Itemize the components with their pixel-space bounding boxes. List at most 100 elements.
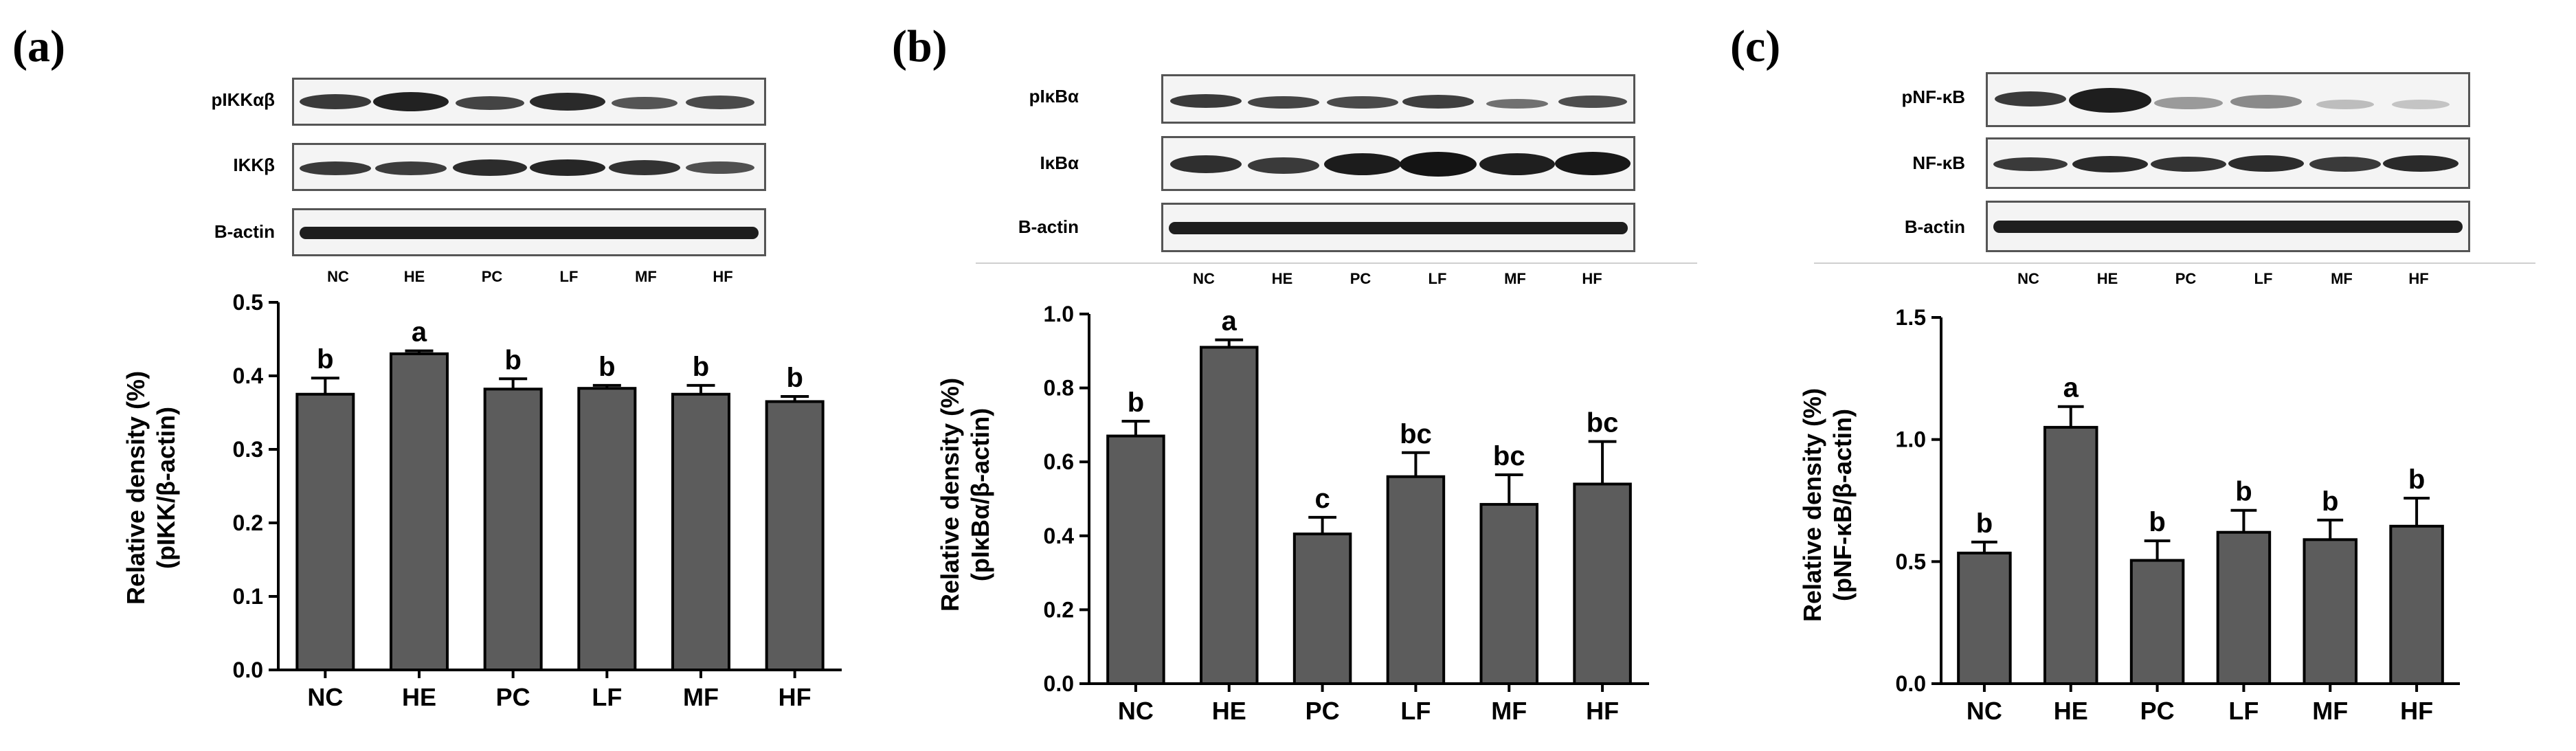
western-blot-band-row <box>1986 137 2470 189</box>
blot-bands <box>1993 155 2459 172</box>
blot-row-label: IκBα <box>1040 153 1079 173</box>
western-blot-band-row <box>1161 74 1635 124</box>
y-axis-label: Relative density (%) (pIKK/β-actin) <box>122 371 180 605</box>
bar-chart: 0.0 0.2 0.4 0.6 0.8 1.0 b NC a HE c PC bc LF bc MF bc HF R… <box>936 302 1649 725</box>
bar-chart: 0.0 0.1 0.2 0.3 0.4 0.5 b NC a HE b PC b LF b MF b HF Rela… <box>122 290 842 711</box>
significance-letter: b <box>598 352 615 382</box>
y-axis-label-line: (pIKK/β-actin) <box>152 407 180 569</box>
lane-label: PC <box>1349 270 1371 287</box>
significance-letter: c <box>1314 484 1330 514</box>
x-tick-label: HE <box>2054 697 2088 725</box>
significance-letter: b <box>317 344 333 374</box>
lane-label: HE <box>403 268 425 285</box>
x-tick-label: MF <box>2312 697 2348 725</box>
panel-a: (a) pIKKαβ IKKβ B-actin NC HE PC LF MF H <box>0 0 859 751</box>
bar <box>2389 524 2444 685</box>
significance-letter: b <box>786 363 803 393</box>
lane-label: MF <box>635 268 657 285</box>
blot-row-label: pIKKαβ <box>211 89 275 110</box>
lane-label: HE <box>2096 270 2118 287</box>
bar <box>2216 530 2272 686</box>
significance-letter: b <box>2408 464 2425 495</box>
lane-label: HF <box>2408 270 2429 287</box>
bar <box>1292 533 1352 685</box>
y-axis-label-line: Relative density (%) <box>122 371 150 605</box>
y-axis-label-line: (pIκBα/β-actin) <box>966 408 994 581</box>
y-tick-label: 0.2 <box>1044 597 1074 622</box>
significance-letter: bc <box>1400 419 1432 449</box>
y-tick-label: 0.0 <box>1896 671 1926 696</box>
y-tick-label: 0.6 <box>1044 449 1074 474</box>
y-tick-label: 0.5 <box>1896 549 1926 574</box>
y-tick-label: 0.2 <box>233 511 263 535</box>
y-tick-label: 0.5 <box>233 290 263 315</box>
x-tick-label: MF <box>683 683 719 711</box>
blot-bands <box>300 159 754 176</box>
y-tick-label: 0.0 <box>1044 671 1074 696</box>
significance-letter: b <box>1976 508 1993 539</box>
x-tick-label: HF <box>779 683 811 711</box>
blot-row-label: B-actin <box>214 221 275 242</box>
lane-label: NC <box>1193 270 1215 287</box>
significance-letter: a <box>2063 373 2079 403</box>
y-axis-label-line: Relative density (%) <box>1798 388 1826 622</box>
bar-chart: 0.0 0.5 1.0 1.5 b NC a HE b PC b LF b MF b HF Relative d… <box>1798 305 2460 725</box>
y-axis-label-line: Relative density (%) <box>936 378 964 612</box>
blot-row-label: B-actin <box>1904 216 1965 237</box>
significance-letter: b <box>2322 486 2338 517</box>
lane-label: LF <box>559 268 579 285</box>
western-blot-band-row <box>1161 136 1635 191</box>
x-tick-label: HF <box>2400 697 2433 725</box>
y-axis-label: Relative density (%) (pNF-κB/β-actin) <box>1798 388 1857 622</box>
y-tick-label: 0.0 <box>233 658 263 682</box>
western-blot-band-row <box>292 208 766 256</box>
y-tick-label: 1.0 <box>1044 302 1074 326</box>
western-blot-band-row <box>292 78 766 126</box>
x-tick-label: NC <box>1118 697 1154 725</box>
western-blot-band-row <box>1986 201 2470 252</box>
x-tick-label: LF <box>592 683 622 711</box>
significance-letter: a <box>412 317 427 348</box>
bar <box>765 400 825 671</box>
lane-label: PC <box>2175 270 2197 287</box>
lane-label: HE <box>1271 270 1293 287</box>
blot-row-label: B-actin <box>1018 216 1079 237</box>
bar <box>2043 425 2098 686</box>
bar <box>295 392 355 671</box>
y-axis-label: Relative density (%) (pIκBα/β-actin) <box>936 378 994 612</box>
blot-row-label: pIκBα <box>1029 86 1079 107</box>
panel-label: (c) <box>1730 21 1781 71</box>
significance-letter: bc <box>1587 408 1619 438</box>
x-tick-label: PC <box>2140 697 2175 725</box>
significance-letter: b <box>1128 388 1144 418</box>
lane-label: HF <box>1582 270 1602 287</box>
panel-label: (b) <box>892 21 948 71</box>
bar <box>1200 346 1259 685</box>
bar <box>2303 538 2357 685</box>
significance-letter: b <box>2235 477 2252 507</box>
x-tick-label: NC <box>1967 697 2002 725</box>
western-blot-band-row <box>1986 72 2470 127</box>
x-tick-label: MF <box>1491 697 1527 725</box>
y-tick-label: 0.3 <box>233 437 263 462</box>
significance-letter: b <box>2149 507 2165 537</box>
panel-c: (c) pNF-κB NF-κB B-actin NC HE PC LF M <box>1718 0 2576 751</box>
blot-bands <box>300 227 759 239</box>
blot-bands <box>1993 221 2463 233</box>
separator-line <box>976 262 1697 264</box>
lane-label: PC <box>481 268 503 285</box>
bar <box>390 352 449 672</box>
western-blot-band-row <box>1161 203 1635 252</box>
x-tick-label: PC <box>1306 697 1340 725</box>
panel-b: (b) pIκBα IκBα B-actin NC HE PC LF MF <box>859 0 1718 751</box>
x-tick-label: HF <box>1586 697 1619 725</box>
lane-label: LF <box>2254 270 2273 287</box>
significance-letter: b <box>693 352 709 382</box>
blot-bands <box>1995 88 2450 113</box>
lane-label: NC <box>2017 270 2039 287</box>
lane-label: MF <box>2331 270 2353 287</box>
separator-line <box>1814 262 2535 264</box>
bar <box>577 387 637 671</box>
bar <box>1957 551 2012 685</box>
blot-bands <box>1169 222 1628 234</box>
